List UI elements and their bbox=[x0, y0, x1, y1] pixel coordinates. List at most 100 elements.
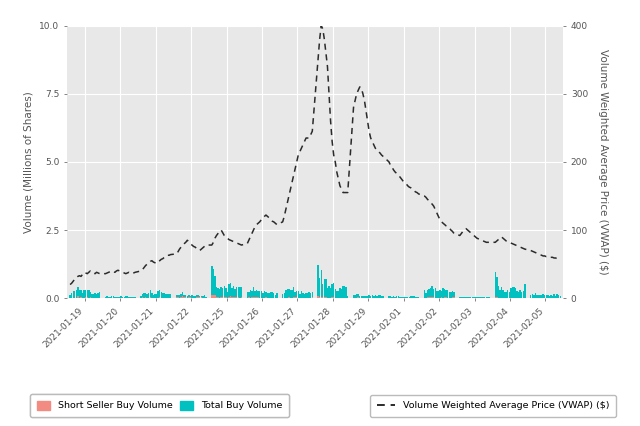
Bar bbox=[236, 296, 237, 298]
Bar bbox=[500, 287, 502, 298]
Bar bbox=[310, 293, 312, 298]
Bar bbox=[128, 297, 130, 298]
Bar bbox=[431, 286, 433, 298]
Bar bbox=[212, 295, 214, 298]
Bar bbox=[299, 294, 301, 298]
Bar bbox=[145, 293, 147, 298]
Bar bbox=[80, 291, 82, 298]
Bar bbox=[524, 285, 525, 298]
Bar bbox=[430, 297, 431, 298]
Bar bbox=[222, 297, 223, 298]
Bar bbox=[159, 290, 161, 298]
Bar bbox=[383, 296, 384, 298]
Bar bbox=[293, 287, 294, 298]
Bar bbox=[88, 291, 90, 298]
Bar bbox=[530, 295, 531, 298]
Bar bbox=[452, 297, 453, 298]
Bar bbox=[358, 294, 359, 298]
Bar bbox=[74, 291, 76, 298]
Bar bbox=[156, 294, 157, 298]
Bar bbox=[518, 292, 519, 298]
Bar bbox=[164, 294, 165, 298]
Bar bbox=[265, 297, 267, 298]
Bar bbox=[287, 289, 288, 298]
Bar bbox=[428, 297, 430, 298]
Bar bbox=[552, 296, 553, 298]
Bar bbox=[188, 297, 189, 298]
Bar bbox=[373, 296, 374, 298]
Bar bbox=[487, 297, 488, 298]
Bar bbox=[175, 295, 177, 298]
Bar bbox=[502, 290, 504, 298]
Bar bbox=[151, 293, 152, 298]
Bar bbox=[191, 295, 193, 298]
Bar bbox=[225, 297, 227, 298]
Bar bbox=[301, 291, 302, 298]
Bar bbox=[275, 295, 276, 298]
Bar bbox=[540, 296, 541, 298]
Bar bbox=[332, 284, 333, 298]
Bar bbox=[495, 297, 496, 298]
Bar bbox=[364, 296, 365, 298]
Bar bbox=[483, 297, 484, 298]
Bar bbox=[270, 292, 271, 298]
Bar bbox=[204, 295, 205, 298]
Bar bbox=[143, 293, 145, 298]
Bar bbox=[418, 297, 419, 298]
Bar bbox=[120, 296, 122, 298]
Bar bbox=[147, 294, 148, 298]
Bar bbox=[305, 293, 307, 298]
Bar bbox=[541, 295, 542, 298]
Bar bbox=[399, 297, 401, 298]
Bar bbox=[233, 285, 234, 298]
Y-axis label: Volume (Millions of Shares): Volume (Millions of Shares) bbox=[24, 91, 34, 233]
Bar bbox=[294, 297, 296, 298]
Bar bbox=[113, 296, 114, 298]
Bar bbox=[170, 294, 172, 298]
Bar bbox=[237, 297, 239, 298]
Bar bbox=[77, 296, 79, 298]
Bar bbox=[428, 289, 430, 298]
Bar bbox=[179, 295, 180, 298]
Bar bbox=[431, 297, 433, 298]
Bar bbox=[252, 291, 253, 298]
Bar bbox=[520, 290, 521, 298]
Bar bbox=[93, 294, 94, 298]
Bar bbox=[239, 297, 241, 298]
Bar bbox=[124, 297, 125, 298]
Bar bbox=[196, 295, 197, 298]
Bar bbox=[180, 294, 182, 298]
Bar bbox=[321, 271, 322, 298]
Bar bbox=[150, 291, 151, 298]
Bar bbox=[142, 294, 143, 298]
Bar bbox=[438, 291, 439, 298]
Bar bbox=[433, 289, 435, 298]
Bar bbox=[401, 297, 402, 298]
Bar bbox=[374, 295, 376, 298]
Bar bbox=[467, 297, 468, 298]
Bar bbox=[69, 296, 71, 298]
Bar bbox=[496, 277, 497, 298]
Bar bbox=[394, 297, 396, 298]
Bar bbox=[284, 293, 285, 298]
Bar bbox=[390, 296, 391, 298]
Bar bbox=[412, 296, 413, 298]
Bar bbox=[177, 297, 179, 298]
Bar bbox=[479, 297, 481, 298]
Bar bbox=[94, 294, 96, 298]
Bar bbox=[220, 287, 222, 298]
Bar bbox=[317, 296, 319, 298]
Bar bbox=[264, 291, 265, 298]
Bar bbox=[241, 287, 242, 298]
Bar bbox=[259, 291, 260, 298]
Bar bbox=[404, 297, 405, 298]
Bar bbox=[325, 279, 326, 298]
Bar bbox=[187, 296, 188, 298]
Bar bbox=[254, 297, 256, 298]
Bar bbox=[367, 296, 368, 298]
Bar bbox=[288, 297, 290, 298]
Bar bbox=[523, 291, 524, 298]
Bar bbox=[105, 297, 106, 298]
Bar bbox=[214, 276, 216, 298]
Bar bbox=[333, 283, 335, 298]
